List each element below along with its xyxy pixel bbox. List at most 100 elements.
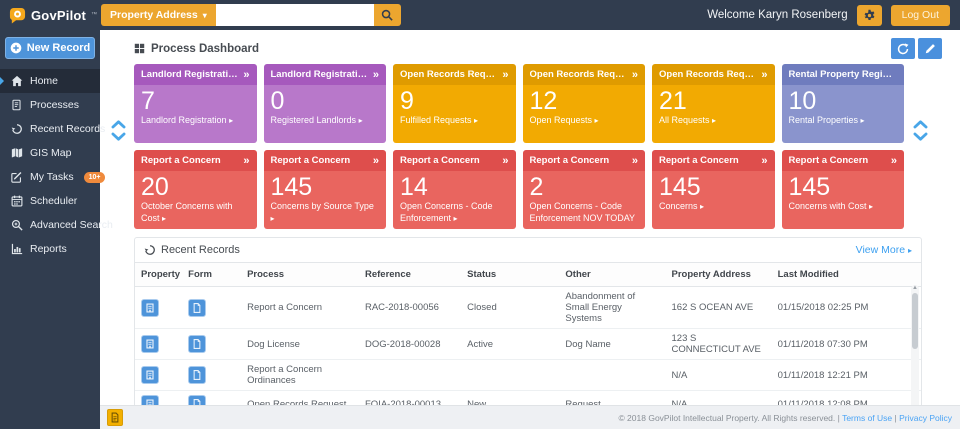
logout-button[interactable]: Log Out <box>890 4 950 26</box>
sidebar-item-advanced-search[interactable]: Advanced Search <box>0 213 113 237</box>
dashboard-card[interactable]: Open Records Request» 9 Fulfilled Requests… <box>393 64 516 143</box>
carousel-left-controls <box>111 120 126 141</box>
dashboard-card[interactable]: Report a Concern » 2 Open Concerns - Code E… <box>522 150 645 229</box>
card-label-link[interactable]: October Concerns with Cost ▸ <box>141 201 250 224</box>
dashboard-card[interactable]: Report a Concern » 145 Concerns ▸ <box>652 150 775 229</box>
card-header-link[interactable]: Open Records Request» <box>393 64 516 85</box>
scroll-up-icon[interactable]: ▲ <box>912 285 918 291</box>
card-label-text: Landlord Registration <box>141 115 230 126</box>
card-label-link[interactable]: Open Concerns - Code Enforcement NOV TOD… <box>530 201 639 229</box>
card-header-link[interactable]: Landlord Registration» <box>134 64 257 85</box>
form-button[interactable] <box>188 366 207 384</box>
card-label-link[interactable]: Registered Landlords ▸ <box>271 115 380 127</box>
card-header-link[interactable]: Report a Concern » <box>522 150 645 171</box>
settings-button[interactable] <box>856 4 882 26</box>
building-icon <box>145 339 155 349</box>
table-row[interactable]: Dog License DOG-2018-00028 Active Dog Name 1… <box>135 328 921 360</box>
card-label-link[interactable]: Landlord Registration ▸ <box>141 115 250 127</box>
form-button[interactable] <box>188 395 207 405</box>
column-header: Form <box>182 262 242 287</box>
card-value: 9 <box>400 87 414 115</box>
property-button[interactable] <box>141 335 159 353</box>
copyright-text: © 2018 GovPilot Intellectual Property. A… <box>618 412 836 423</box>
card-label-link[interactable]: All Requests ▸ <box>659 115 768 127</box>
other-cell: Dog Name <box>559 328 666 360</box>
card-label-link[interactable]: Rental Properties ▸ <box>789 115 898 127</box>
sidebar-item-my-tasks[interactable]: My Tasks 10+ <box>0 165 106 189</box>
column-header: Other <box>559 262 666 287</box>
property-button[interactable] <box>141 395 159 405</box>
scrollbar-thumb[interactable] <box>912 293 918 349</box>
file-icon <box>192 370 202 380</box>
dashboard-card[interactable]: Report a Concern » 145 Concerns with Cost ▸ <box>781 150 904 229</box>
new-record-button[interactable]: New Record <box>5 37 95 59</box>
search-button[interactable] <box>373 4 401 26</box>
search-input[interactable] <box>215 4 374 26</box>
privacy-policy-link[interactable]: Privacy Policy <box>899 412 952 423</box>
table-row[interactable]: Open Records Request FOIA-2018-00013 New Re… <box>135 390 921 405</box>
dashboard-card[interactable]: Report a Concern » 14 Open Concerns - Code … <box>393 150 516 229</box>
chevron-up-icon[interactable] <box>913 120 928 129</box>
dashboard-card[interactable]: Landlord Registration» 7 Landlord Registra… <box>134 64 257 143</box>
card-label-link[interactable]: Open Concerns - Code Enforcement ▸ <box>400 201 509 224</box>
card-label-link[interactable]: Concerns ▸ <box>659 201 768 213</box>
card-label-link[interactable]: Concerns by Source Type ▸ <box>271 201 380 224</box>
table-row[interactable]: Report a Concern RAC-2018-00056 Closed Aban… <box>135 286 921 329</box>
brand-name: GovPilot <box>31 7 87 23</box>
last-modified-cell: 01/11/2018 12:08 PM <box>771 390 921 405</box>
card-header-link[interactable]: Open Records Request» <box>652 64 775 85</box>
card-header-link[interactable]: Landlord Registration» <box>263 64 386 85</box>
dashboard-card[interactable]: Rental Property Registr... 10 Rental Prope… <box>781 64 904 143</box>
form-button[interactable] <box>188 298 207 317</box>
table-row[interactable]: Report a Concern Ordinances N/A 01/11/2018… <box>135 359 921 391</box>
sidebar-item-label: My Tasks <box>30 171 74 183</box>
sidebar-item-reports[interactable]: Reports <box>0 237 100 261</box>
card-label-text: Open Concerns - Code Enforcement NOV TOD… <box>529 201 635 223</box>
document-widget-button[interactable] <box>107 409 123 426</box>
terms-of-use-link[interactable]: Terms of Use <box>842 412 893 423</box>
card-label-link[interactable]: Open Requests ▸ <box>530 115 639 127</box>
chevron-down-icon[interactable] <box>913 132 928 141</box>
dashboard-card[interactable]: Landlord Registration» 0 Registered Landlo… <box>263 64 386 143</box>
other-cell: Request <box>559 390 666 405</box>
card-header-link[interactable]: Report a Concern » <box>134 150 257 171</box>
dashboard-card[interactable]: Open Records Request» 21 All Requests ▸ <box>652 64 775 143</box>
chevron-down-icon[interactable] <box>111 132 126 141</box>
edit-dashboard-button[interactable] <box>918 38 942 59</box>
table-scrollbar[interactable]: ▲ ▼ <box>911 285 919 405</box>
dashboard-card[interactable]: Report a Concern » 20 October Concerns with… <box>134 150 257 229</box>
card-header-link[interactable]: Report a Concern » <box>652 150 775 171</box>
card-header-link[interactable]: Report a Concern » <box>781 150 904 171</box>
card-title: Landlord Registration <box>141 69 240 80</box>
property-button[interactable] <box>141 366 159 384</box>
sidebar-item-gis-map[interactable]: GIS Map <box>0 141 100 165</box>
other-cell <box>559 359 666 391</box>
card-title: Report a Concern <box>141 155 221 166</box>
sidebar-item-processes[interactable]: Processes <box>0 93 100 117</box>
property-button[interactable] <box>141 298 159 317</box>
grid-icon <box>134 43 145 54</box>
top-right-controls: Welcome Karyn Rosenberg Log Out <box>707 4 960 26</box>
search-filter-dropdown[interactable]: Property Address ▾ <box>101 4 216 26</box>
card-label-link[interactable]: Fulfilled Requests ▸ <box>400 115 509 127</box>
chevron-up-icon[interactable] <box>111 120 126 129</box>
dashboard-card[interactable]: Open Records Request» 12 Open Requests ▸ <box>522 64 645 143</box>
card-title: Report a Concern <box>529 155 610 166</box>
refresh-button[interactable] <box>891 38 915 59</box>
card-header-link[interactable]: Rental Property Registr... <box>781 64 904 85</box>
recent-records-title-text: Recent Records <box>161 244 240 256</box>
card-header-link[interactable]: Report a Concern » <box>263 150 386 171</box>
top-bar: GovPilot ™ Property Address ▾ Welcome Ka… <box>0 0 960 30</box>
card-label-link[interactable]: Concerns with Cost ▸ <box>789 201 898 213</box>
sidebar-item-recent-records[interactable]: Recent Records <box>0 117 105 141</box>
sidebar-item-scheduler[interactable]: Scheduler <box>0 189 100 213</box>
view-more-link[interactable]: View More ▸ <box>856 244 912 256</box>
form-button[interactable] <box>188 335 207 353</box>
card-header-link[interactable]: Open Records Request» <box>522 64 645 85</box>
card-header-link[interactable]: Report a Concern » <box>393 150 516 171</box>
dashboard-card[interactable]: Report a Concern » 145 Concerns by Source T… <box>263 150 386 229</box>
dashboard-actions <box>891 38 942 59</box>
sidebar-item-home[interactable]: Home <box>0 69 100 93</box>
footer-text: © 2018 GovPilot Intellectual Property. A… <box>618 413 960 423</box>
caret-right-icon: ▸ <box>229 116 234 126</box>
